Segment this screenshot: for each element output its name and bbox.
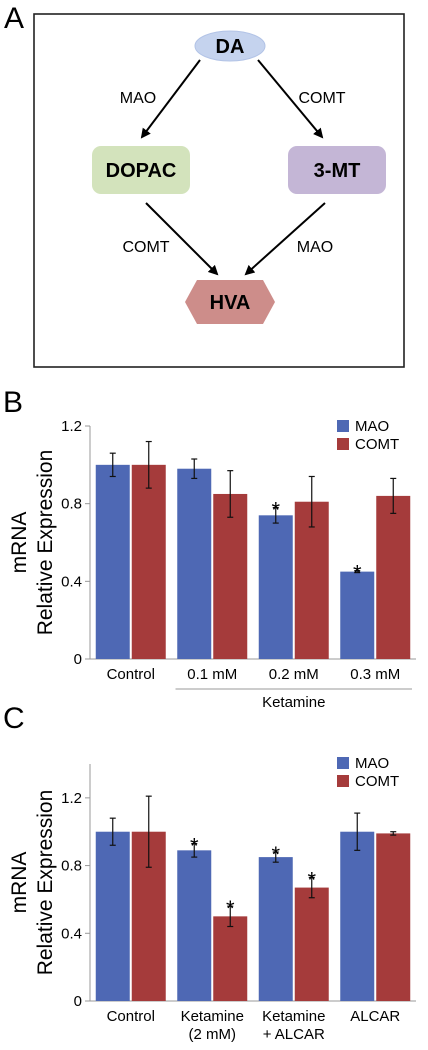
x-category-label: 0.3 mM [350,666,400,683]
bar-mao [340,831,375,1001]
significance-star: * [353,561,362,586]
bar-comt [294,501,329,659]
y-axis-label: mRNA Relative Expression [8,790,57,976]
y-tick-label: 1.2 [61,790,82,807]
legend-label-comt: COMT [355,773,399,790]
node-dopac: DOPAC [92,146,190,194]
y-axis-label: mRNA Relative Expression [8,450,57,636]
legend-label-comt: COMT [355,436,399,453]
node-da: DA [194,30,266,62]
legend-swatch-comt [337,775,349,787]
x-category-label: 0.2 mM [269,666,319,683]
legend-swatch-comt [337,438,349,450]
y-tick-label: 0.4 [61,925,82,942]
y-axis-label-line: mRNA [8,512,31,574]
node-da-shape [194,30,266,62]
group-label: Ketamine [262,694,325,711]
legend-swatch-mao [337,420,349,432]
y-tick-label: 0 [74,651,82,668]
x-category-label: (2 mM) [189,1026,237,1043]
y-tick-label: 0.8 [61,496,82,513]
bar-comt [376,495,411,659]
significance-star: * [307,867,316,892]
significance-star: * [271,498,280,523]
bar-mao [95,831,130,1001]
bar-mao [177,850,212,1001]
legend-label-mao: MAO [355,755,389,772]
x-category-label: Ketamine [181,1008,244,1025]
y-tick-label: 0.4 [61,573,82,590]
panel-a: A DA DOPAC 3-MT HVA MAO COMT COMT MAO [4,2,405,368]
significance-star: * [271,842,280,867]
node-3mt-label: 3-MT [314,160,361,182]
arrow-3mt-hva [244,202,326,276]
bar-comt [213,493,248,659]
enzyme-mao-lower-label: MAO [297,239,333,256]
enzyme-comt-label: COMT [298,90,345,107]
y-tick-label: 1.2 [61,418,82,435]
node-dopac-label: DOPAC [106,160,177,182]
y-axis-label-line: Relative Expression [34,790,57,976]
enzyme-mao-label: MAO [120,90,156,107]
legend-swatch-mao [337,757,349,769]
bar-comt [213,916,248,1001]
bar-mao [340,571,375,659]
arrow-dopac-hva [145,202,219,276]
x-category-label: + ALCAR [263,1026,325,1043]
node-dopac-shape [92,146,190,194]
legend-label-mao: MAO [355,418,389,435]
y-tick-label: 0.8 [61,858,82,875]
significance-star: * [190,834,199,859]
panel-c-letter: C [3,702,25,735]
x-category-label: ALCAR [350,1008,400,1025]
x-category-label: Control [107,1008,155,1025]
y-axis-label-line: mRNA [8,852,31,914]
y-axis-label-line: Relative Expression [34,450,57,636]
bar-mao [95,464,130,659]
bar-comt [131,464,166,659]
enzyme-comt-lower-label: COMT [122,239,169,256]
node-hva-label: HVA [210,292,251,314]
node-hva: HVA [185,280,275,324]
bar-comt [294,887,329,1001]
node-3mt: 3-MT [288,146,386,194]
arrow-da-3mt [257,59,324,139]
y-tick-label: 0 [74,993,82,1010]
bar-comt [376,833,411,1001]
panel-a-letter: A [4,2,24,35]
node-3mt-shape [288,146,386,194]
panel-a-frame [33,13,405,368]
bar-mao [177,468,212,659]
significance-star: * [226,896,235,921]
arrow-da-dopac [140,59,201,139]
x-category-label: Control [107,666,155,683]
bar-mao [258,515,293,659]
node-hva-shape [185,280,275,324]
x-category-label: Ketamine [262,1008,325,1025]
x-category-label: 0.1 mM [187,666,237,683]
bar-mao [258,857,293,1001]
panel-b-letter: B [3,386,23,419]
node-da-label: DA [216,36,245,58]
